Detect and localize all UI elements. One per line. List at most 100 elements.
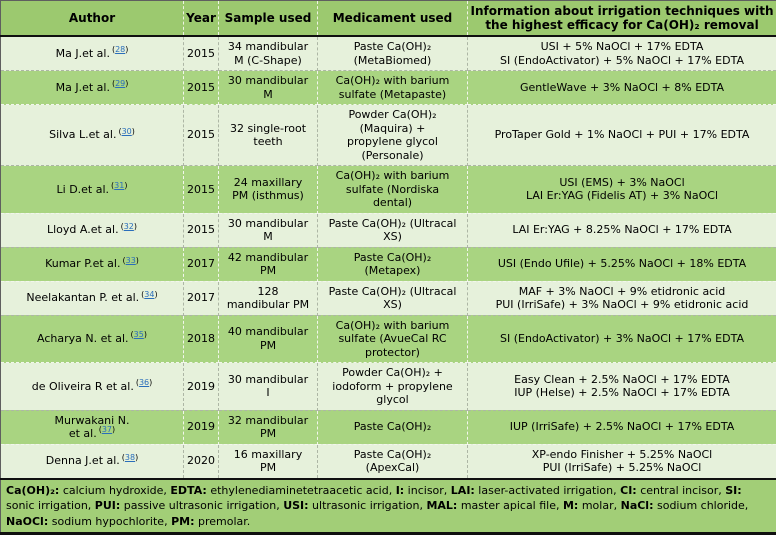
medicament-cell: Ca(OH)₂ with barium sulfate (Metapaste)	[318, 71, 468, 105]
legend-row: Ca(OH)₂: calcium hydroxide, EDTA: ethyle…	[1, 479, 776, 534]
legend-desc: laser-activated irrigation,	[475, 484, 620, 497]
reference-link[interactable]: 31	[114, 181, 124, 190]
column-header-medicament: Medicament used	[318, 1, 468, 37]
sample-cell: 34 mandibular M (C-Shape)	[219, 36, 318, 71]
legend-term: USI:	[283, 499, 308, 512]
author-cell: Li D.et al.(31)	[1, 166, 184, 214]
legend-term: SI:	[725, 484, 741, 497]
reference-superscript: (35)	[131, 330, 147, 339]
author-cell: Murwakani N. et al.(37)	[1, 410, 184, 444]
table-header: Author Year Sample used Medicament used …	[1, 1, 776, 37]
medicament-cell: Paste Ca(OH)₂	[318, 410, 468, 444]
author-name: Kumar P.et al.	[45, 257, 120, 270]
reference-superscript: (30)	[118, 127, 134, 136]
irrigation-cell: IUP (IrriSafe) + 2.5% NaOCl + 17% EDTA	[468, 410, 776, 444]
irrigation-cell: Easy Clean + 2.5% NaOCl + 17% EDTA IUP (…	[468, 363, 776, 411]
sample-cell: 30 mandibular I	[219, 363, 318, 411]
legend-term: M:	[563, 499, 578, 512]
ref-paren-close: )	[144, 330, 147, 339]
column-header-author: Author	[1, 1, 184, 37]
author-cell: Silva L.et al.(30)	[1, 105, 184, 166]
year-cell: 2020	[184, 444, 219, 479]
legend-term: PUI:	[95, 499, 121, 512]
legend-desc: molar,	[578, 499, 620, 512]
ref-paren-close: )	[149, 378, 152, 387]
legend-term: PM:	[171, 515, 194, 528]
sample-cell: 30 mandibular M	[219, 71, 318, 105]
sample-cell: 32 single-root teeth	[219, 105, 318, 166]
reference-superscript: (36)	[136, 378, 152, 387]
legend-desc: ultrasonic irrigation,	[309, 499, 427, 512]
author-cell: de Oliveira R et al.(36)	[1, 363, 184, 411]
ref-paren-close: )	[135, 453, 138, 462]
author-name: Ma J.et al.	[56, 81, 110, 94]
header-row: Author Year Sample used Medicament used …	[1, 1, 776, 37]
reference-link[interactable]: 37	[102, 425, 112, 434]
sample-cell: 42 mandibular PM	[219, 247, 318, 281]
legend-term: LAI:	[451, 484, 475, 497]
reference-superscript: (29)	[112, 79, 128, 88]
legend-desc: sodium chloride,	[653, 499, 748, 512]
year-cell: 2015	[184, 36, 219, 71]
reference-superscript: (34)	[141, 290, 157, 299]
reference-link[interactable]: 34	[144, 290, 154, 299]
legend-term: EDTA:	[170, 484, 206, 497]
author-cell: Kumar P.et al.(33)	[1, 247, 184, 281]
reference-link[interactable]: 36	[139, 378, 149, 387]
reference-superscript: (28)	[112, 45, 128, 54]
irrigation-cell: LAI Er:YAG + 8.25% NaOCl + 17% EDTA	[468, 213, 776, 247]
medicament-cell: Paste Ca(OH)₂ (Ultracal XS)	[318, 213, 468, 247]
year-cell: 2015	[184, 105, 219, 166]
column-header-irrigation: Information about irrigation techniques …	[468, 1, 776, 37]
reference-link[interactable]: 29	[115, 79, 125, 88]
irrigation-cell: USI (Endo Ufile) + 5.25% NaOCl + 18% EDT…	[468, 247, 776, 281]
legend-desc: premolar.	[195, 515, 251, 528]
author-name: Lloyd A.et al.	[47, 223, 119, 236]
reference-link[interactable]: 28	[115, 45, 125, 54]
year-cell: 2015	[184, 213, 219, 247]
legend-desc: sonic irrigation,	[6, 499, 95, 512]
medicament-cell: Paste Ca(OH)₂ (Metapex)	[318, 247, 468, 281]
reference-superscript: (33)	[122, 256, 138, 265]
author-name: Acharya N. et al.	[37, 332, 128, 345]
year-cell: 2015	[184, 71, 219, 105]
author-cell: Neelakantan P. et al.(34)	[1, 281, 184, 315]
ref-paren-close: )	[125, 79, 128, 88]
author-cell: Lloyd A.et al.(32)	[1, 213, 184, 247]
sample-cell: 32 mandibular PM	[219, 410, 318, 444]
legend-desc: central incisor,	[637, 484, 726, 497]
sample-cell: 128 mandibular PM	[219, 281, 318, 315]
ref-paren-close: )	[134, 222, 137, 231]
reference-link[interactable]: 32	[124, 222, 134, 231]
irrigation-cell: MAF + 3% NaOCl + 9% etidronic acid PUI (…	[468, 281, 776, 315]
medicament-cell: Paste Ca(OH)₂ (Ultracal XS)	[318, 281, 468, 315]
year-cell: 2018	[184, 315, 219, 363]
legend-desc: ethylenediaminetetraacetic acid,	[207, 484, 396, 497]
irrigation-cell: XP-endo Finisher + 5.25% NaOCl PUI (Irri…	[468, 444, 776, 479]
legend-desc: master apical file,	[457, 499, 563, 512]
legend-term: Ca(OH)₂:	[6, 484, 59, 497]
legend-text: Ca(OH)₂: calcium hydroxide, EDTA: ethyle…	[1, 479, 776, 534]
sample-cell: 16 maxillary PM	[219, 444, 318, 479]
legend-term: MAL:	[426, 499, 457, 512]
author-cell: Acharya N. et al.(35)	[1, 315, 184, 363]
reference-link[interactable]: 33	[126, 256, 136, 265]
legend-term: CI:	[620, 484, 637, 497]
reference-link[interactable]: 30	[122, 127, 132, 136]
irrigation-cell: USI + 5% NaOCl + 17% EDTA SI (EndoActiva…	[468, 36, 776, 71]
author-name: Li D.et al.	[57, 183, 110, 196]
sample-cell: 30 mandibular M	[219, 213, 318, 247]
reference-link[interactable]: 35	[134, 330, 144, 339]
column-header-sample: Sample used	[219, 1, 318, 37]
reference-superscript: (32)	[121, 222, 137, 231]
sample-cell: 24 maxillary PM (isthmus)	[219, 166, 318, 214]
ref-paren-close: )	[136, 256, 139, 265]
irrigation-cell: SI (EndoActivator) + 3% NaOCl + 17% EDTA	[468, 315, 776, 363]
reference-link[interactable]: 38	[125, 453, 135, 462]
year-cell: 2019	[184, 410, 219, 444]
